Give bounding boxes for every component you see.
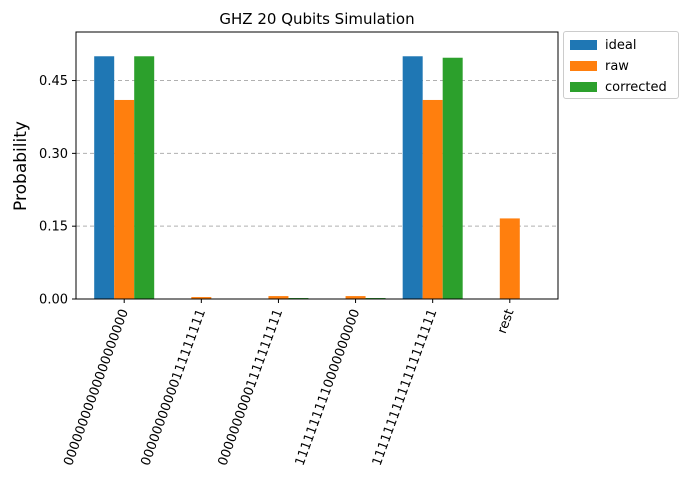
legend-label-corrected: corrected xyxy=(605,79,667,95)
bar-raw xyxy=(345,296,366,299)
bar-corrected xyxy=(134,56,155,299)
bar-raw xyxy=(268,296,289,299)
bar-corrected xyxy=(442,57,463,299)
gridlines xyxy=(76,80,558,227)
x-tick-label: 11111111111111111111 xyxy=(370,307,441,468)
y-tick-label: 0.00 xyxy=(39,293,68,308)
bar-raw xyxy=(422,99,443,299)
bar-raw xyxy=(191,297,212,299)
y-tick-label: 0.30 xyxy=(39,147,68,162)
legend-swatch-raw xyxy=(570,61,597,71)
legend-item-ideal: ideal xyxy=(570,36,636,54)
legend-label-ideal: ideal xyxy=(605,37,637,53)
bar-raw xyxy=(114,99,135,299)
legend-swatch-corrected xyxy=(570,82,597,92)
x-axis: 00000000000000000000 00000000000111111111… xyxy=(61,299,518,468)
x-tick-label: 00000000001111111111 xyxy=(216,307,287,468)
x-tick-label: 00000000000000000000 xyxy=(61,307,132,468)
legend: ideal raw corrected xyxy=(563,31,679,99)
bar-ideal xyxy=(94,56,115,299)
legend-label-raw: raw xyxy=(605,58,629,74)
bars xyxy=(94,56,520,299)
legend-swatch-ideal xyxy=(570,40,597,50)
plot-frame xyxy=(75,31,559,300)
y-tick-label: 0.45 xyxy=(39,74,68,89)
y-axis-label: Probability xyxy=(11,121,31,211)
x-tick-label: rest xyxy=(495,307,518,336)
y-tick-label: 0.15 xyxy=(39,220,68,235)
x-tick-label: 11111111110000000000 xyxy=(293,307,364,468)
bar-raw xyxy=(499,218,520,299)
legend-item-raw: raw xyxy=(570,57,629,75)
y-axis: 0.00 0.15 0.30 0.45 xyxy=(39,74,76,308)
bar-ideal xyxy=(402,56,423,299)
chart-title: GHZ 20 Qubits Simulation xyxy=(219,10,414,28)
x-tick-label: 00000000000111111111 xyxy=(138,307,209,468)
legend-item-corrected: corrected xyxy=(570,78,667,96)
